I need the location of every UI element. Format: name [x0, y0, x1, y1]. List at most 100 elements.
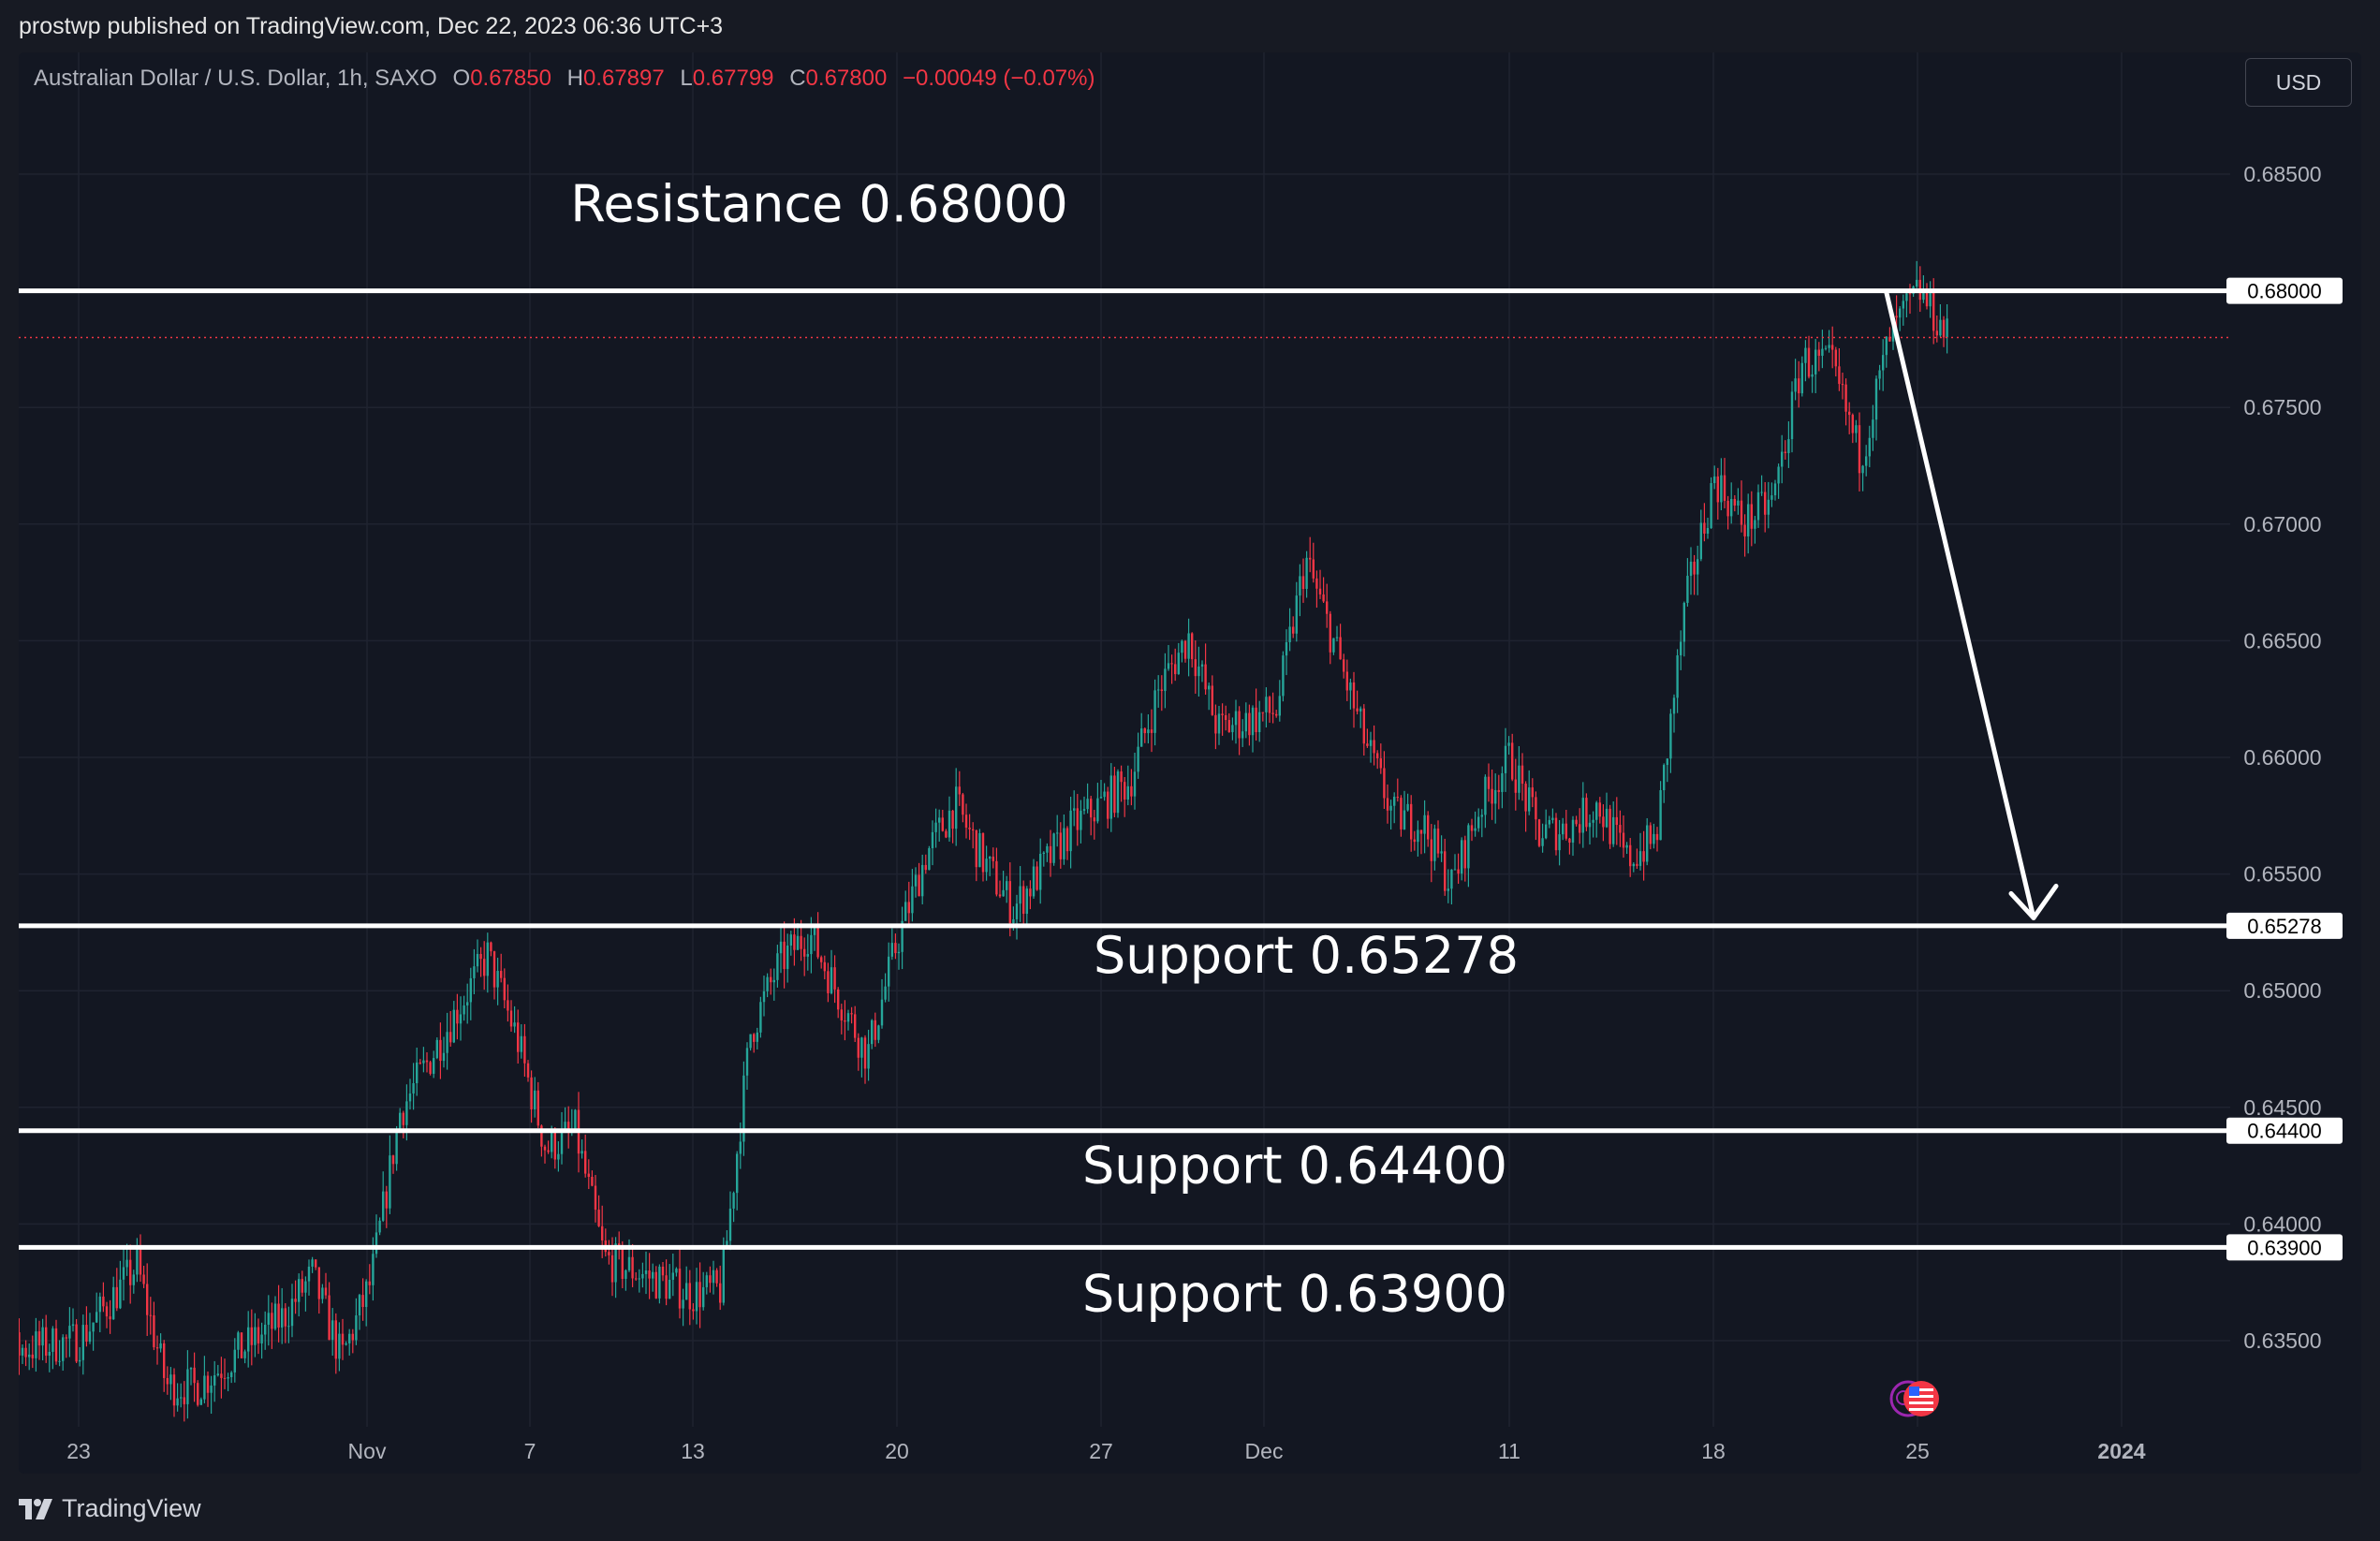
tradingview-logo[interactable]: TradingView — [19, 1494, 201, 1523]
candle-body — [1396, 797, 1399, 799]
symbol-title[interactable]: Australian Dollar / U.S. Dollar, 1h, SAX… — [34, 66, 437, 91]
candle-body — [1073, 808, 1076, 811]
candle-body — [267, 1313, 270, 1326]
candle-body — [877, 1025, 880, 1040]
projection-arrow[interactable] — [1884, 290, 2059, 920]
tradingview-brand: TradingView — [62, 1494, 201, 1522]
candle-body — [846, 1013, 850, 1022]
candle-body — [186, 1369, 189, 1404]
candle-body — [159, 1343, 162, 1349]
candle-body — [439, 1039, 442, 1062]
candle-body — [95, 1312, 98, 1323]
candle-body — [857, 1037, 859, 1058]
candle-body — [1595, 802, 1598, 820]
time-tick-label: 27 — [1089, 1439, 1113, 1463]
candle-body — [1754, 520, 1756, 529]
candle-body — [719, 1283, 722, 1303]
candle-body — [1760, 492, 1763, 493]
candle-body — [345, 1343, 347, 1345]
candle-body — [1258, 712, 1261, 733]
candle-body — [1716, 476, 1719, 503]
candle-body — [1241, 731, 1244, 739]
candle-body — [1798, 378, 1800, 394]
candle-body — [1369, 740, 1373, 746]
candle-body — [1872, 419, 1874, 438]
candle-body — [1781, 451, 1784, 467]
arrow-shaft[interactable] — [1884, 290, 2036, 920]
candle-body — [290, 1299, 294, 1327]
close-label: C — [789, 66, 806, 91]
price-axis[interactable]: 0.68500 0.67500 0.67000 0.66500 0.66000 0.655… — [2243, 162, 2321, 1353]
candle-body — [668, 1279, 671, 1299]
candle-body — [1518, 765, 1521, 793]
candle-body — [1535, 797, 1537, 820]
price-chart[interactable]: Resistance 0.68000 0.68000 Support 0.65278… — [19, 52, 2361, 1474]
low-label: L — [680, 66, 693, 91]
candle-body — [1164, 668, 1167, 692]
chart-panel[interactable]: Resistance 0.68000 0.68000 Support 0.65278… — [19, 52, 2361, 1474]
candle-body — [490, 942, 492, 952]
candle-body — [1032, 866, 1036, 897]
candle-body — [1811, 374, 1814, 377]
candle-body — [81, 1325, 84, 1360]
candle-body — [1747, 504, 1750, 536]
candle-body — [1063, 828, 1065, 859]
candle-body — [399, 1112, 402, 1130]
horizontal-levels[interactable]: Resistance 0.68000 0.68000 Support 0.65278… — [19, 175, 2343, 1324]
candle-body — [125, 1259, 128, 1268]
economic-events[interactable] — [1889, 1380, 1939, 1417]
candle-body — [324, 1287, 328, 1296]
candle-body — [1345, 671, 1348, 691]
candle-body — [1430, 839, 1432, 861]
candle-body — [1899, 308, 1902, 318]
currency-button[interactable]: USD — [2245, 58, 2352, 107]
candle-body — [1157, 689, 1160, 691]
price-tag-text: 0.65278 — [2247, 915, 2322, 938]
flag-stripe — [1909, 1395, 1933, 1398]
candle-body — [665, 1275, 668, 1299]
candle-body — [203, 1375, 206, 1400]
candle-body — [1659, 790, 1662, 841]
us-flag-icon[interactable] — [1903, 1381, 1939, 1416]
candle-body — [449, 1032, 452, 1043]
candle-body — [682, 1299, 684, 1309]
candle-body — [675, 1269, 678, 1273]
candle-body — [1362, 708, 1365, 744]
candle-body — [1905, 293, 1908, 301]
candle-body — [334, 1320, 337, 1359]
candle-body — [247, 1327, 250, 1352]
candle-body — [1726, 500, 1729, 517]
candle-body — [112, 1286, 115, 1320]
candle-body — [732, 1193, 735, 1209]
candle-body — [1124, 782, 1126, 800]
candle-body — [938, 817, 941, 823]
candle-body — [1568, 838, 1571, 844]
candle-body — [31, 1354, 34, 1358]
price-tick-label: 0.65500 — [2243, 862, 2321, 887]
candle-body — [1450, 869, 1453, 889]
candle-body — [1410, 803, 1413, 840]
candle-body — [375, 1232, 378, 1255]
price-tag-text: 0.63900 — [2247, 1236, 2322, 1259]
level-label: Support 0.63900 — [1082, 1264, 1507, 1323]
candle-body — [1814, 349, 1817, 374]
close-value: 0.67800 — [805, 66, 888, 91]
candle-body — [301, 1279, 303, 1293]
candle-body — [702, 1286, 705, 1308]
candle-body — [122, 1267, 125, 1280]
candle-body — [1046, 845, 1049, 853]
candle-body — [1638, 851, 1642, 866]
candle-body — [1181, 640, 1183, 653]
time-tick-label: 13 — [681, 1439, 705, 1463]
candle-body — [355, 1315, 358, 1341]
candle-body — [372, 1254, 375, 1285]
candle-body — [98, 1296, 101, 1313]
candle-body — [1301, 576, 1305, 590]
candle-body — [425, 1060, 429, 1063]
time-axis[interactable]: 23 Nov 7 13 20 27 Dec 11 18 25 2024 — [19, 1427, 2361, 1474]
candle-body — [109, 1316, 111, 1320]
candle-body — [492, 951, 496, 988]
candle-body — [1932, 288, 1935, 331]
candle-body — [1878, 370, 1881, 379]
time-tick-label: 11 — [1498, 1439, 1521, 1463]
